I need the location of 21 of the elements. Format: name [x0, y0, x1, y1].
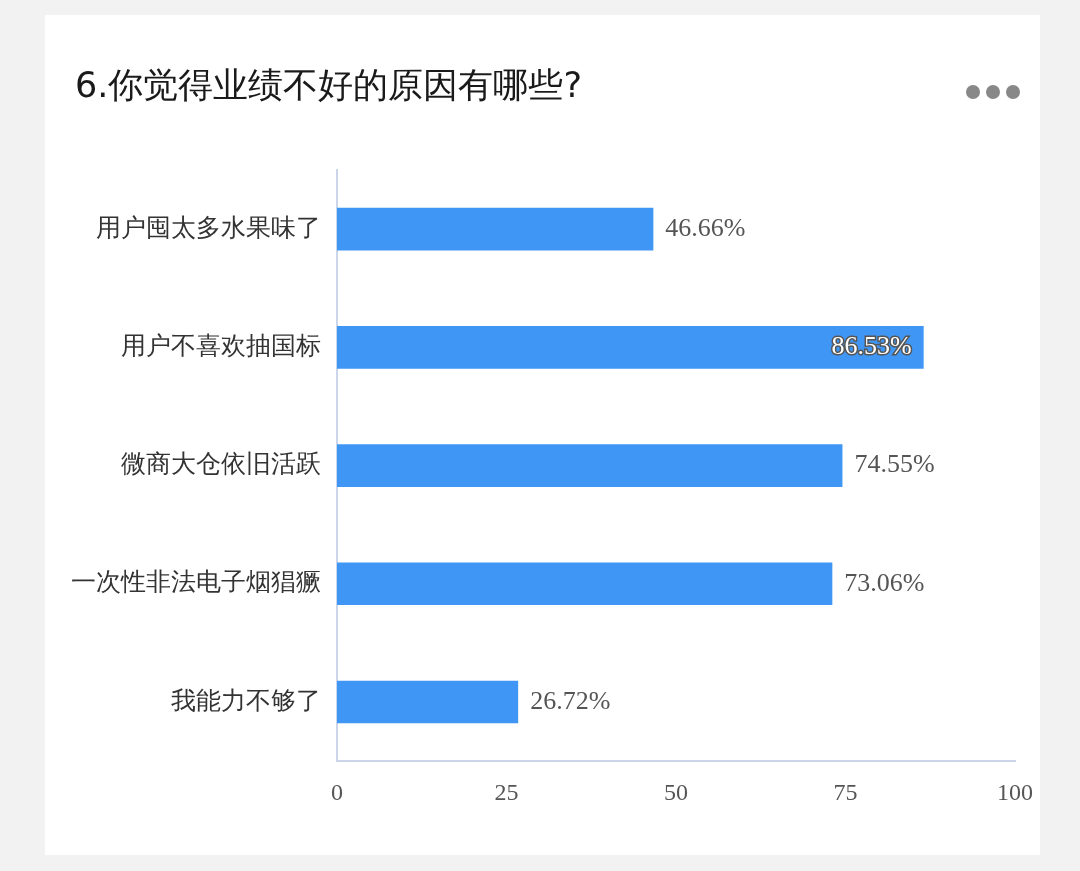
data-label: 74.55% — [854, 449, 935, 479]
data-label: 86.53% — [831, 331, 912, 361]
y-tick-label: 微商大仓依旧活跃 — [121, 449, 321, 479]
bar — [337, 680, 519, 724]
x-tick-label: 25 — [494, 778, 519, 805]
data-label: 46.66% — [665, 212, 746, 242]
x-tick-label: 50 — [664, 778, 688, 805]
bar — [337, 562, 833, 606]
data-label: 73.06% — [844, 567, 925, 597]
y-tick-label: 用户不喜欢抽国标 — [121, 330, 321, 360]
data-label: 26.72% — [530, 685, 611, 715]
y-tick-label: 用户囤太多水果味了 — [96, 212, 321, 242]
bar — [337, 207, 654, 251]
bar — [337, 326, 924, 369]
x-tick-label: 75 — [833, 778, 858, 805]
bar — [337, 444, 843, 487]
y-tick-label: 我能力不够了 — [171, 685, 321, 715]
x-tick-label: 100 — [997, 778, 1033, 805]
chart-title: 6.你觉得业绩不好的原因有哪些? — [75, 64, 582, 107]
y-tick-label: 一次性非法电子烟猖獗 — [71, 567, 321, 597]
x-tick-label: 0 — [331, 778, 343, 805]
